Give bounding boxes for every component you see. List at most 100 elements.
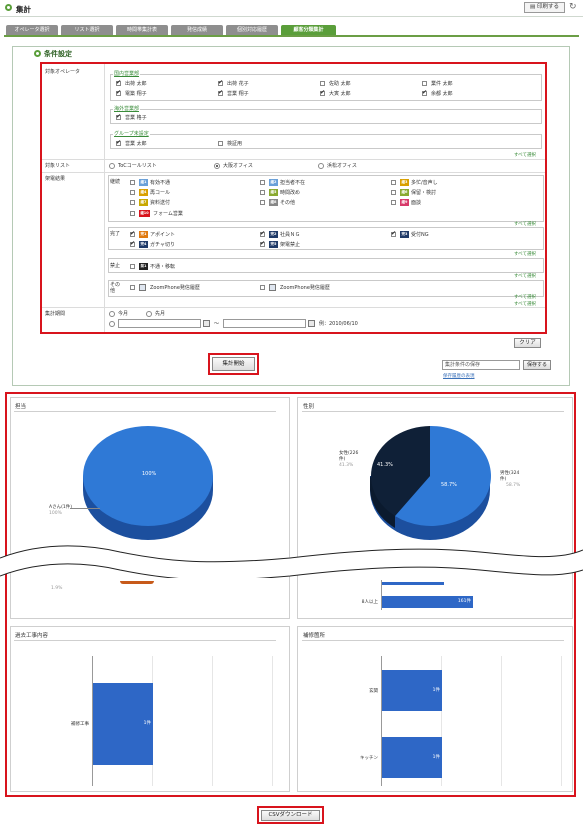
result-badge: 継4 [139,189,148,196]
operator-checkbox[interactable] [320,81,325,86]
result-checkbox[interactable] [391,190,396,195]
operator-name: 余都 太郎 [431,91,453,97]
result-group-continue [108,175,544,222]
select-all-results-link[interactable]: すべて選択 [514,302,537,307]
result-checkbox[interactable] [260,240,265,247]
result-checkbox[interactable] [391,180,396,185]
list-radio[interactable] [109,163,115,169]
result-badge: 継1 [139,179,148,186]
result-badge: 継9 [400,199,409,206]
operator-name: 営業 翔子 [227,91,249,97]
chart-title-seibetsu: 性別 [303,404,315,410]
hoshu-category-label: キッチン [360,755,378,761]
refresh-icon[interactable]: ↻ [569,2,577,12]
result-badge: 完5 [269,241,278,248]
operator-checkbox[interactable] [218,89,223,96]
result-checkbox[interactable] [130,180,135,185]
list-radio[interactable] [318,163,324,169]
result-checkbox[interactable] [130,200,135,205]
calendar-icon[interactable] [203,320,210,327]
result-checkbox[interactable] [130,285,135,290]
date-to-input[interactable] [223,319,306,328]
print-button[interactable]: ▤ 印刷する [524,2,565,13]
tab-operator[interactable]: オペレータ選択 [6,25,58,35]
select-all-complete-link[interactable]: すべて選択 [514,252,537,257]
operator-checkbox[interactable] [218,79,223,86]
result-badge: 継2 [269,179,278,186]
operator-checkbox[interactable] [116,139,121,146]
select-all-operators-link[interactable]: すべて選択 [514,153,537,158]
result-checkbox[interactable] [130,211,135,216]
result-checkbox[interactable] [130,264,135,269]
operator-checkbox[interactable] [422,89,427,96]
result-text: ZoomPhone発信履歴 [150,285,200,291]
date-from-input[interactable] [118,319,201,328]
operator-name: 営業 太郎 [125,141,147,147]
tab-customer-class[interactable]: 顧客分類集計 [281,25,336,35]
result-checkbox[interactable] [391,200,396,205]
tab-history[interactable]: 個別対応履歴 [226,25,278,35]
row-divider [42,172,545,173]
pie-inner-label-male: 58.7% [441,482,457,488]
operator-label: 対象オペレータ [45,69,81,75]
result-checkbox[interactable] [260,200,265,205]
result-text: 社員ＮＧ [280,232,301,238]
save-conditions-input[interactable]: 集計条件の保存 [442,360,520,370]
operator-checkbox[interactable] [116,113,121,120]
operator-checkbox[interactable] [116,89,121,96]
result-badge: 禁1 [139,263,148,270]
select-all-continue-link[interactable]: すべて選択 [514,222,537,227]
result-text: 不通・移転 [150,264,176,270]
result-checkbox[interactable] [130,240,135,247]
hoshu-bar: 1件 [382,737,442,778]
operator-name: 業件 太郎 [431,81,453,87]
result-checkbox[interactable] [260,285,265,290]
bar-gridline [501,656,502,786]
result-checkbox[interactable] [130,190,135,195]
select-all-forbidden-link[interactable]: すべて選択 [514,274,537,279]
bar-gridline [561,656,562,786]
result-checkbox[interactable] [130,230,135,237]
operator-checkbox[interactable] [218,141,223,146]
csv-download-button[interactable]: CSVダウンロード [261,810,320,821]
start-aggregation-button[interactable]: 集計開始 [212,357,255,371]
result-checkbox[interactable] [260,180,265,185]
operator-checkbox[interactable] [422,81,427,86]
conditions-panel [12,46,570,386]
group-unassigned [110,134,542,149]
period-radio-last-month[interactable] [146,311,152,317]
result-badge: 継6 [400,189,409,196]
save-button[interactable]: 保存する [523,360,551,370]
result-checkbox[interactable] [260,230,265,237]
period-radio-this-month[interactable] [109,311,115,317]
tab-list[interactable]: リスト選択 [61,25,113,35]
result-group-forbidden [108,258,544,273]
pie-chart-seibetsu: 41.3% 58.7% [370,425,491,540]
result-group-name: 禁止 [110,263,121,269]
result-checkbox[interactable] [391,230,396,237]
clear-button[interactable]: クリア [514,338,541,348]
select-all-other-link[interactable]: すべて選択 [514,295,537,300]
list-name: ToCコールリスト [118,163,157,169]
list-radio[interactable] [214,163,220,169]
panel-divider [14,640,276,641]
period-radio-custom[interactable] [109,321,115,327]
operator-checkbox[interactable] [116,79,121,86]
pie-pct-female: 41.3% [339,463,354,468]
result-group-name: 継続 [110,179,121,185]
tab-timeslot[interactable]: 時間帯集計表 [116,25,168,35]
period-option: 今月 [118,311,129,317]
pie-slice-label-tanto: 100% [142,471,157,477]
operator-checkbox[interactable] [320,89,325,96]
save-history-link[interactable]: 保存履歴の表現 [443,374,475,379]
result-checkbox[interactable] [260,190,265,195]
group-overseas-label[interactable]: 海外営業部 [113,105,141,112]
tab-results[interactable]: 発信成績 [171,25,223,35]
list-name: 大阪オフィス [223,163,253,169]
group-domestic-label[interactable]: 国内営業部 [113,70,141,77]
group-unassigned-label[interactable]: グループ未設定 [113,130,150,137]
calendar-icon[interactable] [308,320,315,327]
bar-cut [382,582,444,585]
pie-slice-male [395,425,491,526]
pie-legend-pct-tanto: 100% [49,511,62,516]
